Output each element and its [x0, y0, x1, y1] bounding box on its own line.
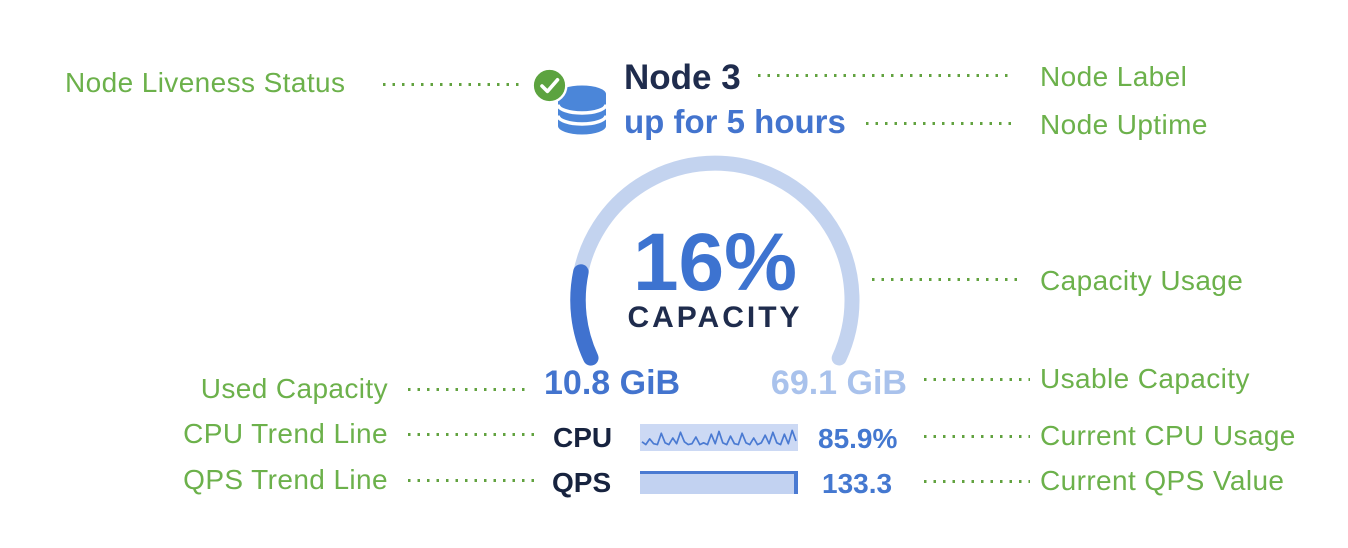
leader-line-cpu-trend [408, 433, 534, 436]
annotation-current-qps-value: Current QPS Value [1040, 465, 1285, 496]
node-uptime: up for 5 hours [624, 103, 846, 140]
node-title: Node 3 [624, 58, 741, 97]
leader-line-node-label [758, 74, 1012, 77]
leader-line-current-cpu [924, 435, 1030, 438]
cpu-sparkline [640, 424, 798, 451]
qps-value: 133.3 [822, 468, 893, 499]
annotation-qps-trend-line: QPS Trend Line [183, 464, 388, 495]
capacity-percent: 16% [632, 217, 798, 308]
annotation-usable-capacity: Usable Capacity [1040, 363, 1250, 394]
cpu-value: 85.9% [818, 423, 898, 454]
leader-line-used-capacity [408, 388, 530, 391]
check-circle-icon [531, 67, 568, 104]
database-icon [556, 85, 608, 135]
annotation-node-liveness-status: Node Liveness Status [65, 67, 346, 98]
annotation-used-capacity: Used Capacity [200, 373, 388, 404]
leader-line-qps-trend [408, 479, 534, 482]
used-capacity-value: 10.8 GiB [544, 364, 681, 402]
annotation-cpu-trend-line: CPU Trend Line [183, 418, 388, 449]
qps-label: QPS [552, 467, 612, 498]
annotation-node-label: Node Label [1040, 61, 1188, 92]
leader-line-node-liveness [383, 83, 523, 86]
usable-capacity-value: 69.1 GiB [770, 364, 907, 402]
gauge-fill-arc [570, 264, 599, 366]
cpu-label: CPU [553, 422, 613, 453]
leader-line-usable-capacity [924, 378, 1030, 381]
annotation-current-cpu-usage: Current CPU Usage [1040, 420, 1296, 451]
capacity-caption: CAPACITY [627, 301, 803, 334]
leader-line-capacity-usage [872, 278, 1018, 281]
capacity-gauge [570, 155, 860, 366]
leader-line-current-qps [924, 480, 1030, 483]
annotation-node-uptime: Node Uptime [1040, 109, 1208, 140]
annotation-capacity-usage: Capacity Usage [1040, 265, 1244, 296]
leader-line-node-uptime [866, 122, 1012, 125]
qps-bar [640, 471, 798, 494]
